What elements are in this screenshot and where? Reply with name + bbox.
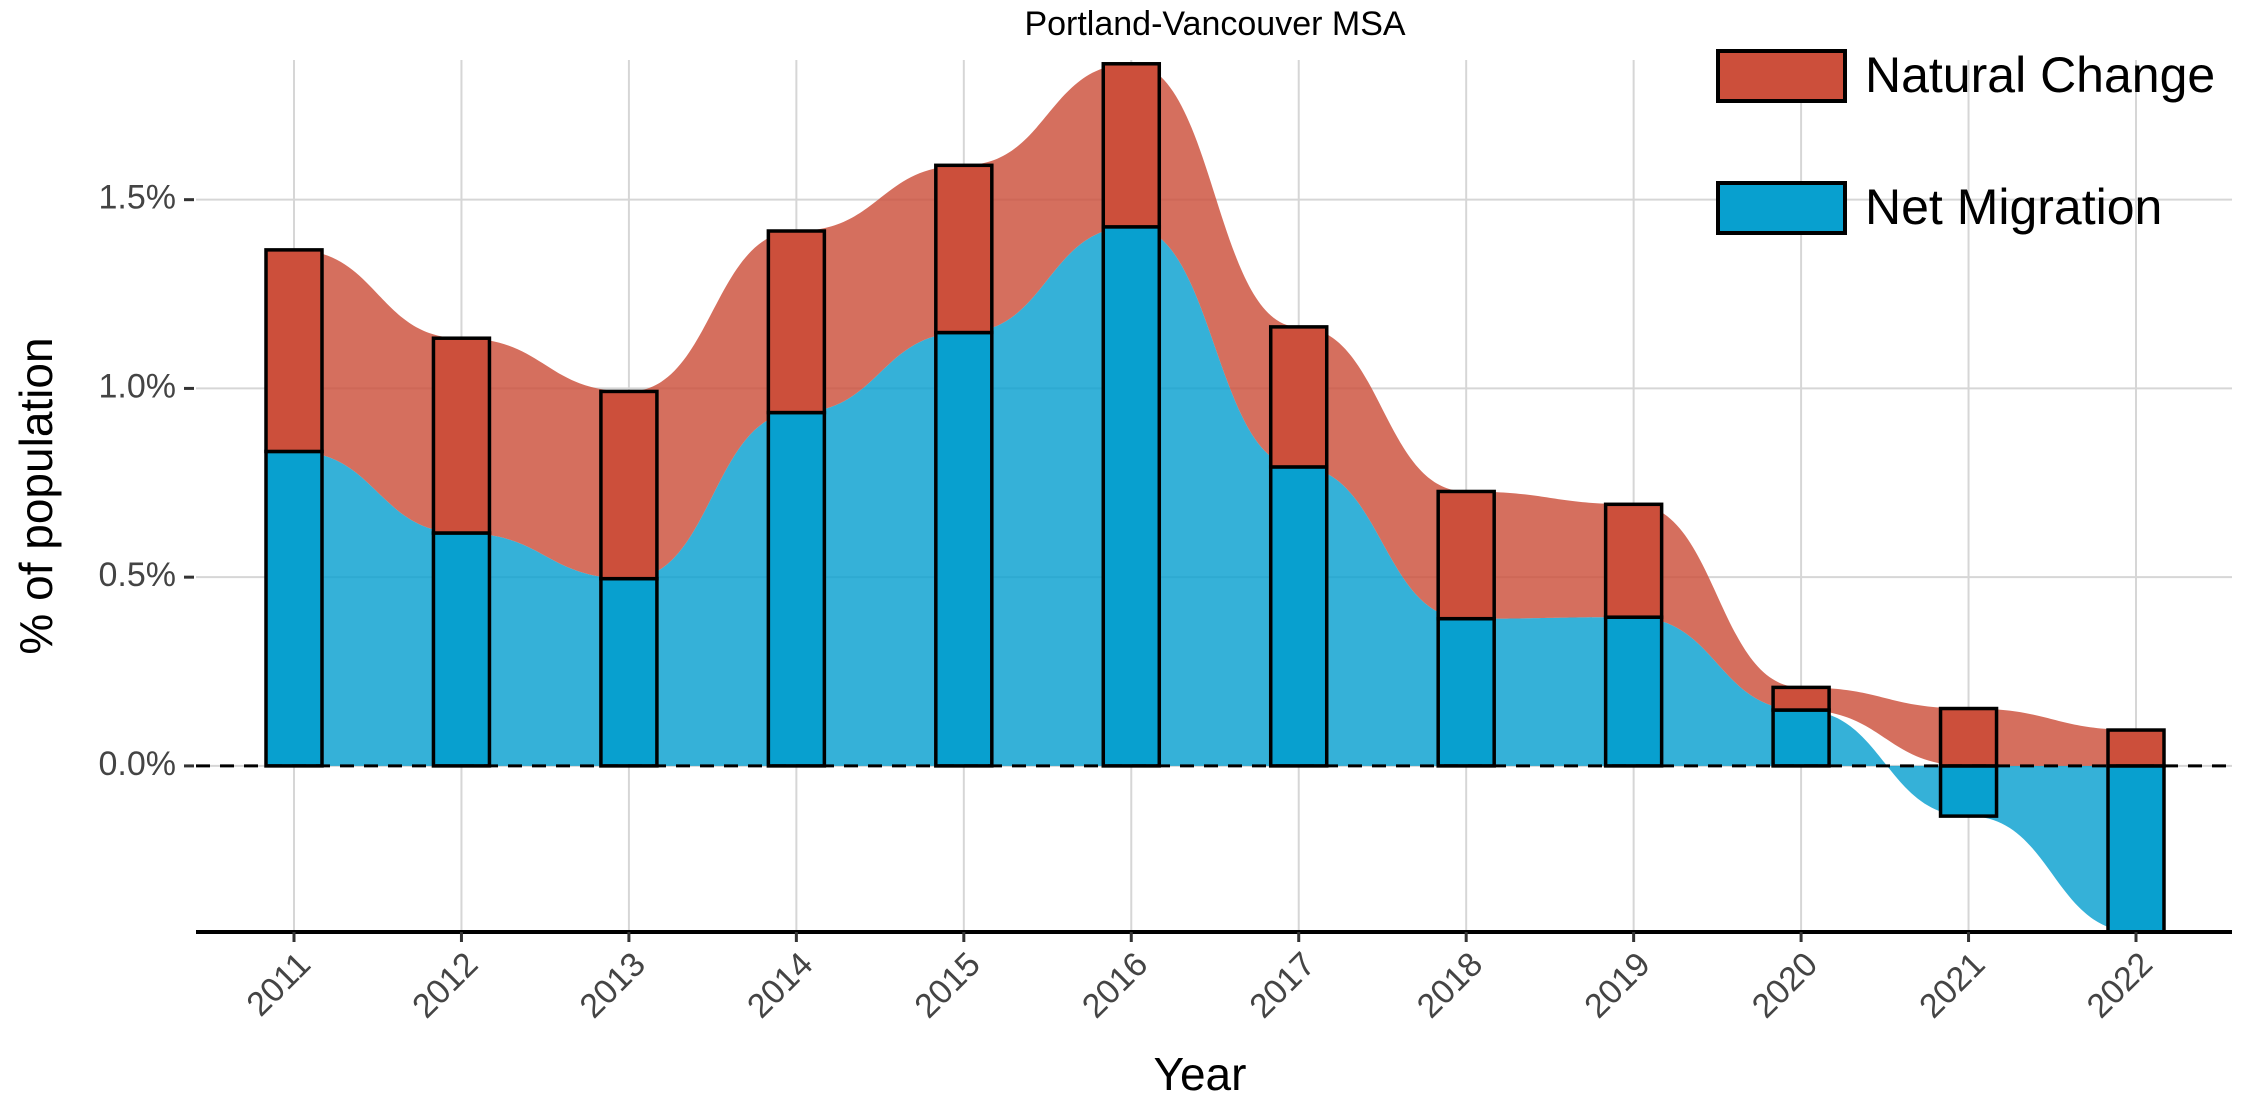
bar (264, 248, 324, 454)
y-tick-label: 0.5% (99, 556, 177, 594)
x-tick-label: 2011 (239, 945, 318, 1024)
bar (599, 576, 659, 768)
bar (1771, 685, 1831, 712)
bar (1603, 615, 1664, 768)
bar (1436, 489, 1496, 621)
y-tick-label: 0.0% (99, 745, 177, 783)
bar (1268, 325, 1329, 469)
chart-title: Portland-Vancouver MSA (1024, 5, 1405, 43)
x-tick-label: 2020 (1745, 945, 1825, 1025)
x-tick-label: 2013 (573, 945, 653, 1025)
bar (766, 410, 827, 768)
x-tick-label: 2016 (1075, 945, 1155, 1025)
x-tick-label: 2015 (907, 945, 987, 1025)
legend-label: Net Migration (1865, 179, 2162, 235)
plot-area (264, 62, 2166, 932)
area (294, 226, 2136, 932)
y-axis-label: % of population (10, 337, 62, 654)
x-tick-label: 2017 (1242, 945, 1322, 1025)
bar (1771, 708, 1831, 768)
bar (934, 330, 994, 768)
x-tick-label: 2019 (1577, 945, 1657, 1025)
bar (1603, 502, 1664, 619)
x-tick-label: 2022 (2080, 945, 2160, 1025)
bar (934, 163, 994, 335)
bar (264, 449, 324, 768)
bar (1101, 225, 1162, 768)
y-tick-label: 1.0% (99, 367, 177, 405)
y-tick-label: 1.5% (99, 179, 177, 217)
bar (1101, 62, 1162, 229)
legend-label: Natural Change (1865, 47, 2215, 103)
bar (1938, 764, 1999, 818)
x-tick-label: 2014 (740, 945, 820, 1025)
area (294, 63, 2136, 766)
bar (1938, 706, 1999, 768)
bar (599, 389, 659, 581)
x-tick-label: 2018 (1410, 945, 1490, 1025)
bar (2106, 764, 2166, 932)
x-axis-label: Year (1154, 1048, 1247, 1100)
bar (431, 531, 492, 768)
x-tick-label: 2012 (405, 945, 485, 1025)
legend-swatch (1716, 181, 1847, 235)
legend-swatch (1716, 49, 1847, 103)
x-tick-label: 2021 (1912, 945, 1992, 1025)
bar (431, 336, 492, 535)
bar (766, 229, 827, 415)
bar (1436, 616, 1496, 768)
bar (2106, 728, 2166, 768)
bar (1268, 465, 1329, 768)
